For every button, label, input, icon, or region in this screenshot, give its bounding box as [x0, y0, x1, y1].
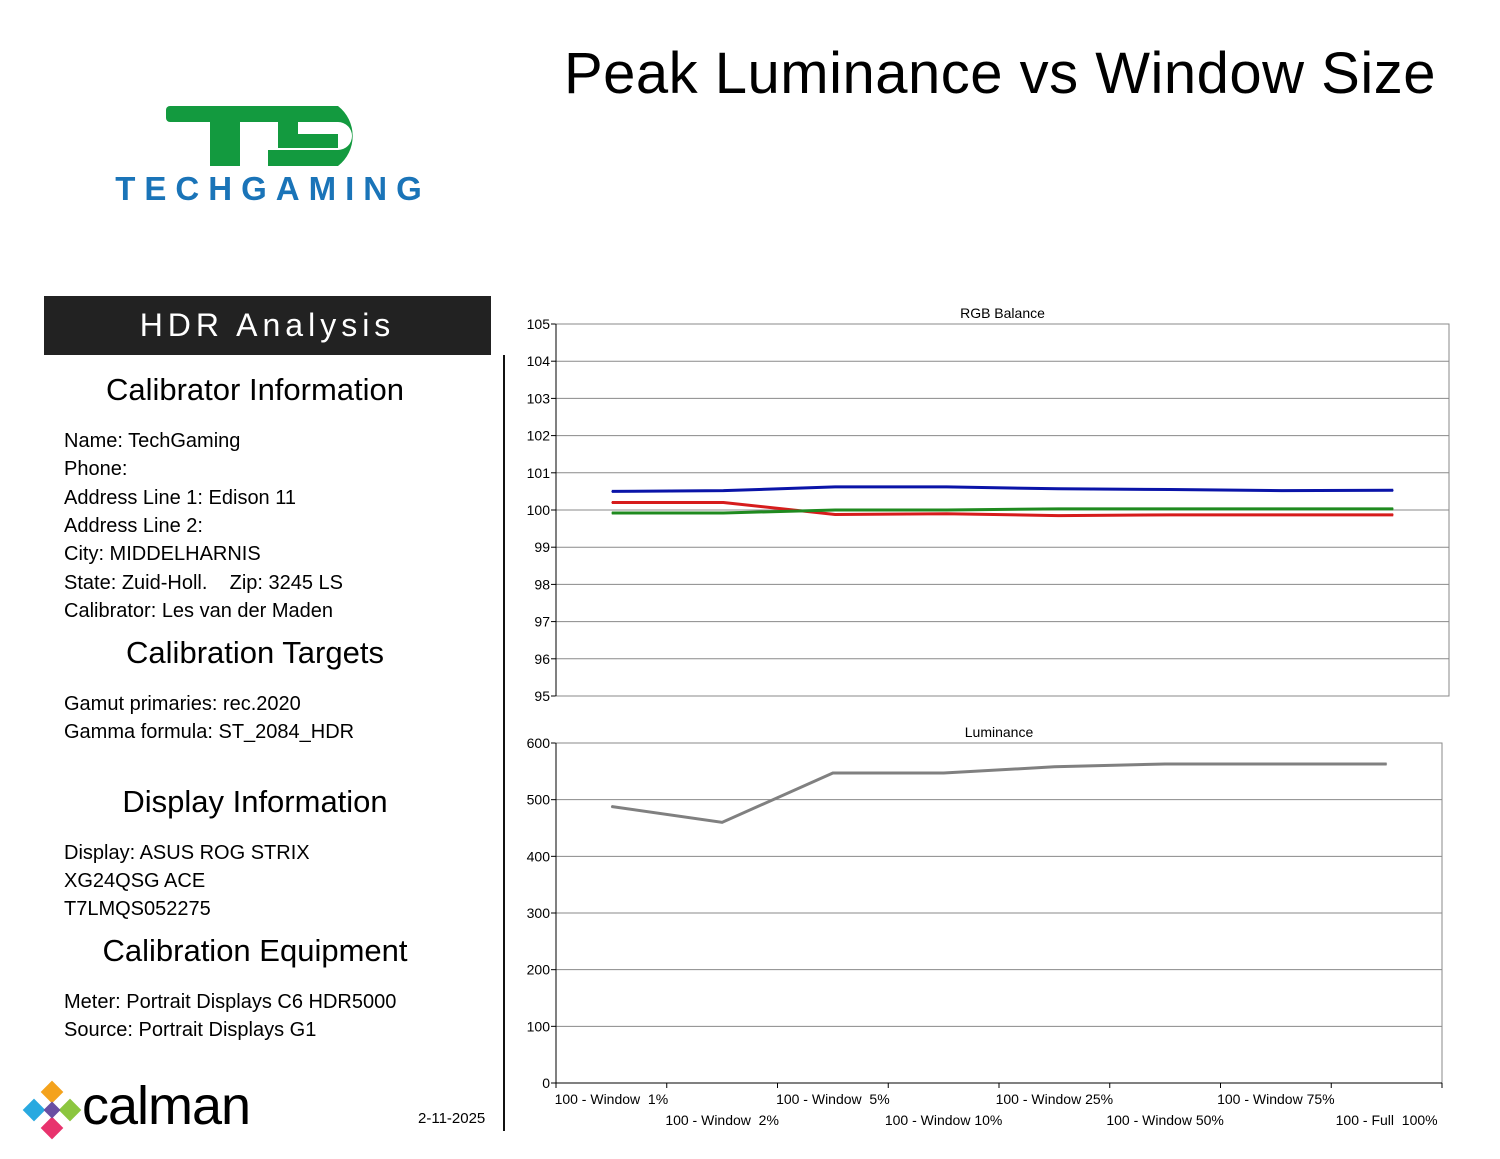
report-date: 2-11-2025: [418, 1110, 486, 1127]
source: Source: Portrait Displays G1: [64, 1019, 317, 1041]
data-point: [1057, 515, 1059, 517]
data-point: [1281, 508, 1283, 510]
data-point: [1057, 488, 1059, 490]
calman-logo-icon: [22, 1080, 82, 1140]
section-header-hdr-analysis: HDR Analysis: [44, 296, 491, 355]
chart-title: RGB Balance: [960, 305, 1045, 321]
calibrator-info-heading: Calibrator Information: [105, 372, 405, 407]
data-point: [722, 512, 724, 514]
x-tick-label: 100 - Window 75%: [1217, 1091, 1335, 1107]
calman-wordmark: calman: [82, 1076, 251, 1136]
rgb-balance-chart: RGB Balance 95 96 97 98 99 100 101 102 103 104 105: [527, 305, 1450, 704]
data-point: [1169, 489, 1171, 491]
gamut-primaries: Gamut primaries: rec.2020: [64, 693, 301, 715]
y-tick-label: 102: [527, 428, 551, 444]
data-point: [834, 509, 836, 511]
data-point: [722, 502, 724, 504]
y-tick-label: 500: [527, 792, 551, 808]
calibrator-person: Calibrator: Les van der Maden: [64, 600, 334, 622]
data-point: [1392, 508, 1394, 510]
y-tick-label: 97: [534, 614, 550, 630]
data-point: [1281, 514, 1283, 516]
data-point: [946, 513, 948, 515]
data-point: [1281, 490, 1283, 492]
calibrator-address-1: Address Line 1: Edison 11: [64, 487, 297, 509]
chart-title: Luminance: [965, 724, 1034, 740]
data-point: [722, 490, 724, 492]
gamma-formula: Gamma formula: ST_2084_HDR: [64, 721, 355, 743]
data-point: [1169, 514, 1171, 516]
data-point: [1164, 763, 1166, 765]
y-tick-label: 100: [527, 1018, 551, 1034]
series-line-0: [611, 485, 1394, 493]
x-tick-label: 100 - Window 1%: [555, 1091, 669, 1107]
y-tick-label: 0: [542, 1075, 550, 1091]
y-tick-label: 100: [527, 502, 551, 518]
display-serial: T7LMQS052275: [64, 898, 211, 920]
vertical-divider: [503, 355, 505, 1131]
y-tick-label: 103: [527, 390, 551, 406]
y-tick-label: 300: [527, 905, 551, 921]
data-point: [1386, 763, 1388, 765]
y-tick-label: 98: [534, 576, 550, 592]
display-name: Display: ASUS ROG STRIX: [64, 842, 310, 864]
x-tick-label: 100 - Window 25%: [996, 1091, 1114, 1107]
data-point: [1057, 508, 1059, 510]
data-point: [611, 502, 613, 504]
y-tick-label: 400: [527, 848, 551, 864]
y-tick-label: 104: [527, 353, 551, 369]
y-tick-label: 105: [527, 316, 551, 332]
calibrator-name: Name: TechGaming: [64, 430, 241, 452]
calibrator-address-2: Address Line 2:: [64, 515, 203, 537]
data-point: [943, 772, 945, 774]
series-line-2: [611, 507, 1394, 515]
data-point: [832, 772, 834, 774]
calibrator-phone: Phone:: [64, 458, 128, 480]
meter: Meter: Portrait Displays C6 HDR5000: [64, 991, 397, 1013]
x-tick-label: 100 - Window 5%: [776, 1091, 890, 1107]
y-tick-label: 95: [534, 688, 550, 704]
data-point: [1053, 766, 1055, 768]
series-line-1: [611, 501, 1394, 518]
logo-wordmark: TECHGAMING: [115, 170, 431, 207]
y-tick-label: 101: [527, 465, 551, 481]
data-point: [946, 486, 948, 488]
y-tick-label: 600: [527, 735, 551, 751]
display-model: XG24QSG ACE: [64, 870, 206, 892]
calibration-targets-heading: Calibration Targets: [126, 635, 384, 670]
display-info-heading: Display Information: [122, 784, 388, 819]
data-point: [611, 512, 613, 514]
techgaming-logo: TECHGAMING: [115, 106, 431, 207]
data-point: [1275, 763, 1277, 765]
x-tick-label: 100 - Window 50%: [1106, 1112, 1224, 1128]
y-tick-label: 99: [534, 539, 550, 555]
data-point: [721, 821, 723, 823]
data-point: [834, 486, 836, 488]
x-tick-label: 100 - Window 2%: [665, 1112, 779, 1128]
data-point: [611, 490, 613, 492]
data-point: [1392, 489, 1394, 491]
y-tick-label: 200: [527, 962, 551, 978]
data-point: [946, 509, 948, 511]
page-title: Peak Luminance vs Window Size: [563, 41, 1436, 106]
calibrator-state-zip: State: Zuid-Holl. Zip: 3245 LS: [64, 572, 344, 594]
data-point: [1169, 508, 1171, 510]
data-point: [610, 805, 612, 807]
series-line-0: [611, 762, 1387, 824]
calibrator-city: City: MIDDELHARNIS: [64, 543, 261, 565]
luminance-chart: Luminance 0 100 200 300 400 500 600 100 - Window…: [527, 724, 1443, 1128]
x-tick-label: 100 - Full 100%: [1336, 1112, 1438, 1128]
data-point: [834, 513, 836, 515]
data-point: [1392, 514, 1394, 516]
calibration-equipment-heading: Calibration Equipment: [102, 933, 408, 968]
x-tick-label: 100 - Window 10%: [885, 1112, 1003, 1128]
y-tick-label: 96: [534, 651, 550, 667]
